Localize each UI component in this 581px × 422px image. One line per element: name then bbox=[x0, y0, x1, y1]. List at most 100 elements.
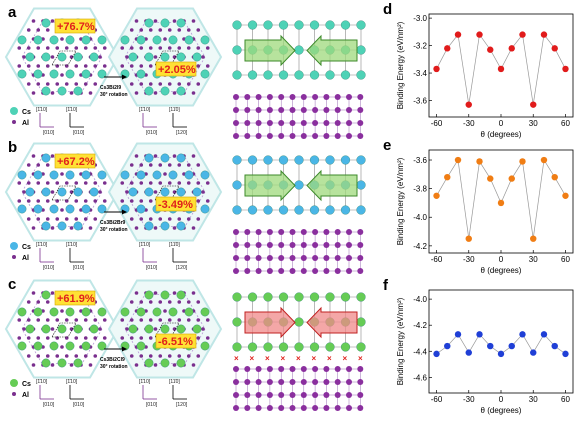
al-atom bbox=[17, 336, 22, 340]
cs-atom bbox=[176, 324, 186, 334]
cs-atom bbox=[81, 35, 91, 45]
al-atom bbox=[191, 19, 196, 23]
al-atom bbox=[83, 82, 88, 86]
substrate-atom bbox=[334, 229, 341, 235]
cs-atom bbox=[160, 52, 170, 62]
substrate-atom bbox=[323, 392, 330, 398]
x-tick-label: -30 bbox=[463, 255, 475, 264]
al-atom bbox=[64, 181, 69, 185]
substrate-atom bbox=[278, 366, 285, 372]
al-atom bbox=[186, 300, 191, 304]
al-atom bbox=[205, 336, 210, 340]
al-atom bbox=[186, 217, 191, 221]
axis-label-right: [010] bbox=[146, 265, 158, 271]
al-atom bbox=[196, 46, 201, 50]
cs-atom bbox=[160, 221, 170, 231]
axis-label-up: [11̄0] bbox=[169, 242, 180, 248]
substrate-atom bbox=[289, 242, 296, 248]
substrate-atom bbox=[266, 133, 273, 139]
al-atom bbox=[83, 336, 88, 340]
y-tick-label: -4.2 bbox=[413, 242, 427, 251]
cs-atom bbox=[120, 35, 130, 45]
cs-atom bbox=[160, 187, 170, 197]
substrate-atom bbox=[323, 242, 330, 248]
cs-atom bbox=[160, 324, 170, 334]
al-atom bbox=[172, 327, 177, 331]
al-atom bbox=[36, 199, 41, 203]
al-atom bbox=[93, 46, 98, 50]
legend-al-label: Al bbox=[22, 255, 29, 262]
al-atom bbox=[26, 300, 31, 304]
panel-label-d: d bbox=[383, 1, 392, 18]
top-atom bbox=[309, 20, 320, 30]
substrate-atom bbox=[233, 268, 239, 274]
x-tick-label: 0 bbox=[499, 119, 504, 128]
axis-label-up: [1̄10] bbox=[139, 107, 151, 113]
al-atom bbox=[196, 28, 201, 32]
strain-arrow-left-icon bbox=[306, 169, 358, 202]
cs-atom bbox=[89, 324, 99, 334]
top-atom bbox=[309, 342, 320, 352]
top-atom bbox=[247, 20, 258, 30]
al-atom bbox=[55, 82, 60, 86]
cs-atom bbox=[65, 35, 75, 45]
al-atom bbox=[139, 336, 144, 340]
axis-label-up: [1̄10] bbox=[66, 107, 78, 113]
substrate-atom bbox=[244, 242, 251, 248]
right-hexagon-a bbox=[107, 7, 223, 107]
top-atom bbox=[356, 317, 366, 327]
data-point bbox=[476, 158, 483, 165]
axes-right-a: [1̄10] [010] bbox=[139, 107, 158, 136]
cs-atom bbox=[160, 358, 170, 368]
cs-atom bbox=[200, 204, 210, 214]
al-atom bbox=[26, 217, 31, 221]
al-atom bbox=[148, 300, 153, 304]
left-hexagon-c bbox=[4, 279, 120, 379]
legend-cs-swatch bbox=[10, 242, 18, 250]
al-atom bbox=[45, 318, 50, 322]
al-atom bbox=[167, 82, 172, 86]
axis-label-right: [010] bbox=[73, 265, 85, 271]
al-atom bbox=[196, 64, 201, 68]
cs-atom bbox=[160, 290, 170, 300]
al-atom bbox=[196, 354, 201, 358]
al-atom bbox=[158, 300, 163, 304]
al-atom bbox=[45, 181, 50, 185]
al-atom bbox=[45, 336, 50, 340]
mismatch-x-icon: × bbox=[343, 354, 348, 363]
legend-cs-swatch bbox=[10, 107, 18, 115]
y-tick-label: -4.4 bbox=[413, 347, 427, 356]
substrate-atom bbox=[312, 392, 319, 398]
legend-cs-label: Cs bbox=[22, 244, 31, 251]
panel-label-b: b bbox=[8, 139, 17, 156]
substrate-atom bbox=[266, 94, 273, 100]
axis-label-up: [1̄10] bbox=[36, 379, 48, 385]
substrate-atom bbox=[244, 405, 251, 411]
al-atom bbox=[102, 199, 107, 203]
al-atom bbox=[134, 19, 139, 23]
axes-left-b: [1̄10] [010] bbox=[36, 242, 55, 271]
al-atom bbox=[83, 64, 88, 68]
top-atom bbox=[309, 155, 320, 165]
al-atom bbox=[36, 28, 41, 32]
al-atom bbox=[196, 336, 201, 340]
substrate-atom bbox=[300, 379, 307, 385]
axis-label-right: [010] bbox=[43, 402, 55, 408]
chart-d: d -60 -30 0 30 60 -3.0 -3.2 -3.4 -3.6 θ (degrees) B… bbox=[383, 1, 574, 139]
mismatch-left-b: +67.2% bbox=[54, 153, 96, 169]
cs-atom bbox=[160, 153, 170, 163]
top-atom bbox=[356, 292, 366, 302]
al-atom bbox=[172, 55, 177, 59]
cs-atom bbox=[73, 324, 83, 334]
al-atom bbox=[120, 336, 125, 340]
cs-atom bbox=[136, 204, 146, 214]
al-atom bbox=[45, 354, 50, 358]
al-atom bbox=[26, 181, 31, 185]
axis-label-right: [010] bbox=[73, 402, 85, 408]
right-hexagon-b bbox=[107, 142, 223, 242]
hexagon-outline bbox=[4, 279, 120, 379]
data-point bbox=[508, 175, 515, 182]
y-tick-label: -3.8 bbox=[413, 185, 427, 194]
al-atom bbox=[139, 354, 144, 358]
